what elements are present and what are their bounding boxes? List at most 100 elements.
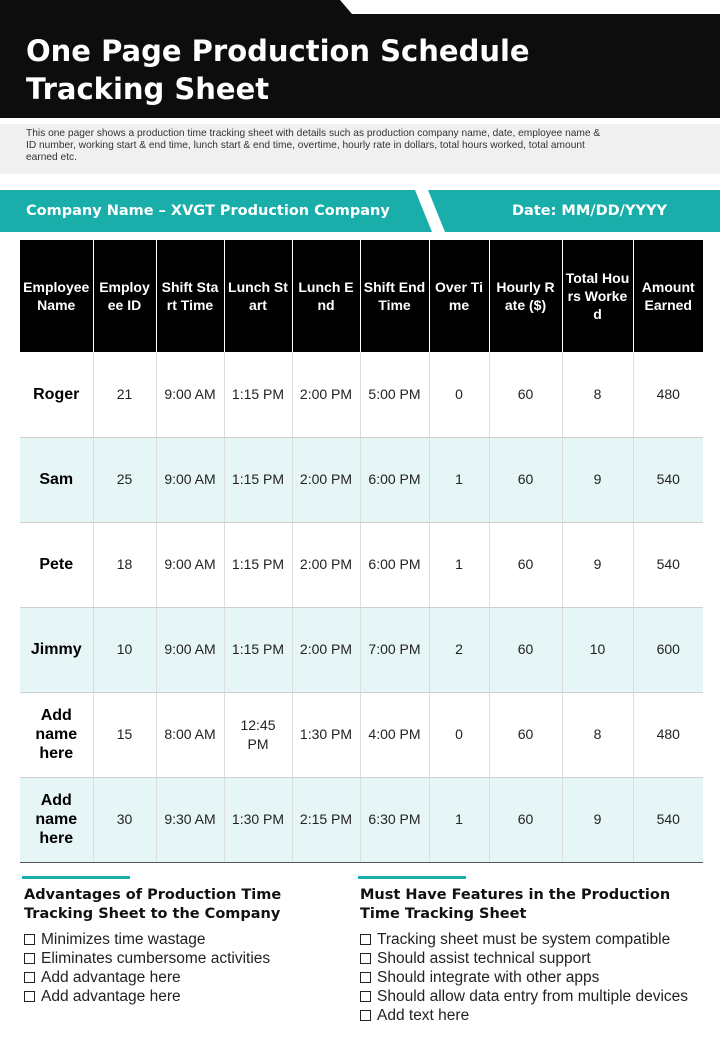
cell-shift-start: 9:00 AM: [156, 522, 225, 608]
company-name: Company Name – XVGT Production Company: [26, 203, 390, 219]
page-description: This one pager shows a production time t…: [26, 128, 601, 163]
cell-overtime: 1: [429, 522, 490, 608]
cell-lunch-end: 2:00 PM: [292, 352, 361, 438]
cell-total-hours: 8: [562, 692, 634, 778]
features-title-line-1: Must Have Features in the Production: [360, 887, 671, 903]
advantages-list: Minimizes time wastage Eliminates cumber…: [24, 930, 270, 1006]
cell-employee-name: Roger: [20, 352, 94, 438]
cell-hourly-rate: 60: [489, 692, 563, 778]
checkbox-icon: [360, 972, 371, 983]
date-field: Date: MM/DD/YYYY: [512, 203, 667, 219]
cell-amount-earned: 540: [633, 777, 703, 863]
feature-text: Add text here: [377, 1007, 470, 1024]
list-item: Should assist technical support: [360, 949, 688, 968]
col-header-employee-name: Employee Name: [20, 240, 94, 352]
cell-lunch-start: 1:15 PM: [224, 607, 293, 693]
list-item: Minimizes time wastage: [24, 930, 270, 949]
table-row: Roger 21 9:00 AM 1:15 PM 2:00 PM 5:00 PM…: [20, 352, 703, 438]
col-header-lunch-start: Lunch Start: [224, 240, 293, 352]
cell-hourly-rate: 60: [489, 607, 563, 693]
cell-employee-name: Sam: [20, 437, 94, 523]
cell-amount-earned: 540: [633, 437, 703, 523]
cell-overtime: 1: [429, 437, 490, 523]
cell-shift-end: 6:30 PM: [360, 777, 430, 863]
cell-lunch-start: 1:30 PM: [224, 777, 293, 863]
col-header-lunch-end: Lunch End: [292, 240, 361, 352]
cell-lunch-end: 2:00 PM: [292, 437, 361, 523]
list-item: Should allow data entry from multiple de…: [360, 987, 688, 1006]
feature-text: Should integrate with other apps: [377, 969, 600, 986]
cell-overtime: 1: [429, 777, 490, 863]
cell-lunch-start: 1:15 PM: [224, 522, 293, 608]
list-item: Tracking sheet must be system compatible: [360, 930, 688, 949]
checkbox-icon: [360, 934, 371, 945]
cell-shift-end: 6:00 PM: [360, 522, 430, 608]
cell-total-hours: 9: [562, 777, 634, 863]
checkbox-icon: [24, 934, 35, 945]
list-item: Eliminates cumbersome activities: [24, 949, 270, 968]
cell-overtime: 0: [429, 352, 490, 438]
cell-employee-id: 21: [93, 352, 157, 438]
cell-amount-earned: 540: [633, 522, 703, 608]
col-header-employee-id: Employee ID: [93, 240, 157, 352]
cell-shift-start: 9:00 AM: [156, 352, 225, 438]
cell-shift-start: 8:00 AM: [156, 692, 225, 778]
cell-employee-id: 10: [93, 607, 157, 693]
checkbox-icon: [24, 972, 35, 983]
cell-employee-name: Jimmy: [20, 607, 94, 693]
page-header: One Page Production Schedule Tracking Sh…: [0, 0, 720, 118]
list-item: Add advantage here: [24, 987, 270, 1006]
cell-employee-name: Add name here: [20, 692, 94, 778]
advantage-text: Minimizes time wastage: [41, 931, 206, 948]
cell-hourly-rate: 60: [489, 522, 563, 608]
table-row: Add name here 15 8:00 AM 12:45 PM 1:30 P…: [20, 692, 703, 778]
cell-lunch-end: 1:30 PM: [292, 692, 361, 778]
features-title: Must Have Features in the Production Tim…: [360, 886, 670, 924]
cell-employee-name: Add name here: [20, 777, 94, 863]
page-title: One Page Production Schedule Tracking Sh…: [26, 32, 626, 108]
advantages-accent-bar: [22, 876, 130, 879]
cell-hourly-rate: 60: [489, 777, 563, 863]
cell-amount-earned: 600: [633, 607, 703, 693]
col-header-amount-earned: Amount Earned: [633, 240, 703, 352]
advantage-text: Eliminates cumbersome activities: [41, 950, 271, 967]
cell-total-hours: 10: [562, 607, 634, 693]
cell-employee-id: 15: [93, 692, 157, 778]
cell-amount-earned: 480: [633, 692, 703, 778]
description-box: [0, 124, 720, 174]
cell-total-hours: 8: [562, 352, 634, 438]
cell-lunch-start: 1:15 PM: [224, 352, 293, 438]
cell-lunch-start: 12:45 PM: [224, 692, 293, 778]
checkbox-icon: [360, 1010, 371, 1021]
feature-text: Should allow data entry from multiple de…: [377, 988, 689, 1005]
table-header-row: Employee Name Employee ID Shift Start Ti…: [20, 240, 703, 352]
checkbox-icon: [24, 991, 35, 1002]
features-list: Tracking sheet must be system compatible…: [360, 930, 688, 1025]
cell-shift-end: 6:00 PM: [360, 437, 430, 523]
col-header-total-hours: Total Hours Worked: [562, 240, 634, 352]
cell-total-hours: 9: [562, 522, 634, 608]
list-item: Add text here: [360, 1006, 688, 1025]
schedule-table: Employee Name Employee ID Shift Start Ti…: [20, 240, 703, 863]
feature-text: Should assist technical support: [377, 950, 591, 967]
list-item: Add advantage here: [24, 968, 270, 987]
checkbox-icon: [360, 991, 371, 1002]
advantages-title: Advantages of Production Time Tracking S…: [24, 886, 281, 924]
col-header-hourly-rate: Hourly Rate ($): [489, 240, 563, 352]
col-header-shift-start: Shift Start Time: [156, 240, 225, 352]
table-row: Jimmy 10 9:00 AM 1:15 PM 2:00 PM 7:00 PM…: [20, 607, 703, 693]
col-header-overtime: Over Time: [429, 240, 490, 352]
advantage-text: Add advantage here: [41, 988, 181, 1005]
checkbox-icon: [24, 953, 35, 964]
cell-shift-start: 9:00 AM: [156, 607, 225, 693]
advantages-title-line-2: Tracking Sheet to the Company: [24, 906, 281, 922]
cell-shift-end: 5:00 PM: [360, 352, 430, 438]
feature-text: Tracking sheet must be system compatible: [377, 931, 671, 948]
advantage-text: Add advantage here: [41, 969, 181, 986]
table-row: Sam 25 9:00 AM 1:15 PM 2:00 PM 6:00 PM 1…: [20, 437, 703, 523]
table-row: Add name here 30 9:30 AM 1:30 PM 2:15 PM…: [20, 777, 703, 863]
checkbox-icon: [360, 953, 371, 964]
page-title-line-2: Tracking Sheet: [26, 72, 270, 106]
cell-lunch-end: 2:00 PM: [292, 522, 361, 608]
cell-employee-id: 25: [93, 437, 157, 523]
